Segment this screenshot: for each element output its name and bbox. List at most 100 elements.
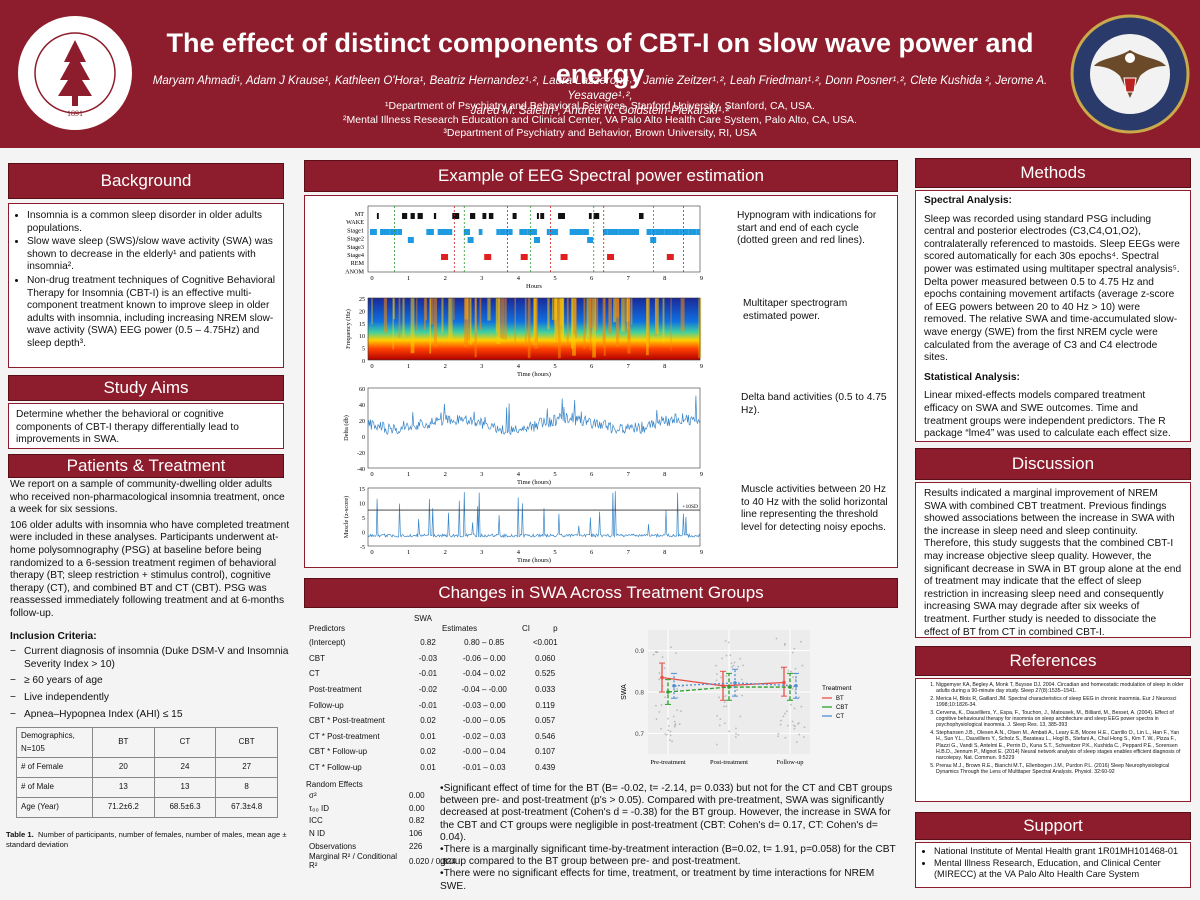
table-cell: 0.02: [420, 716, 436, 726]
raw-point: [801, 664, 804, 667]
raw-point: [734, 736, 737, 738]
table-cell: 71.2±6.2: [92, 797, 155, 819]
table-cell: -0.03 – 0.00: [462, 700, 506, 710]
table-cell: CBT * Post-treatment: [309, 716, 385, 726]
data-point: [721, 684, 725, 688]
authors-line-2: Jared M. Saletin³, Andrea N. Goldstein-P…: [470, 105, 730, 117]
spectrogram-streak: [410, 298, 415, 354]
x-tick-label: 6: [590, 549, 594, 556]
y-tick-label: 10: [359, 502, 365, 508]
raw-point: [723, 701, 726, 704]
x-tick-label: 4: [517, 363, 521, 370]
spectrogram-streak: [501, 298, 505, 339]
spectrogram-streak: [609, 298, 613, 334]
table-cell: 0.525: [535, 669, 556, 679]
spectrogram-streak: [662, 298, 665, 343]
table-cell: Marginal R² / Conditional R²: [309, 852, 398, 871]
spectrogram-streak: [616, 298, 620, 347]
table-cell: Observations: [309, 841, 357, 851]
x-tick-label: 8: [663, 471, 666, 478]
x-tick-label: 9: [700, 363, 703, 370]
table-cell: 13: [92, 777, 155, 799]
y-tick-label: 25: [359, 297, 365, 303]
raw-point: [673, 725, 676, 728]
table-cell: 67.3±4.8: [215, 797, 278, 819]
x-tick-label: 9: [700, 275, 703, 282]
x-tick-label: 5: [553, 363, 556, 370]
spectrogram-streak: [573, 298, 577, 335]
spectrogram-streak: [429, 298, 432, 354]
raw-point: [669, 739, 671, 742]
table-cell: 0.033: [535, 685, 556, 695]
table-cell: 20: [92, 757, 155, 779]
data-point: [727, 685, 731, 689]
caption-delta: Delta band activities (0.5 to 4.75 Hz).: [741, 392, 887, 416]
raw-point: [799, 640, 802, 643]
raw-point: [741, 694, 743, 697]
mixed-model-table: SWA Predictors Estimates CI p (Intercept…: [306, 614, 578, 870]
support-item: Mental Illness Research, Education, and …: [934, 858, 1184, 880]
raw-point: [784, 736, 787, 739]
affiliation-1: ¹Department of Psychiatry and Behavioral…: [385, 100, 815, 112]
table-caption: Table 1. Number of participants, number …: [6, 830, 287, 849]
raw-point: [655, 704, 657, 707]
raw-point: [739, 657, 742, 660]
delta-plot: 60 40 20 0 -20 -40 Delta (db) 0 1 2 3 4 5 6 7 8 9 Time (h…: [343, 387, 703, 486]
patients-intro: We report on a sample of community-dwell…: [10, 479, 285, 516]
x-tick-label: Follow-up: [776, 759, 803, 766]
hypnogram-stage-bar: [519, 229, 528, 235]
hypnogram-label: Stage4: [347, 252, 364, 259]
table-row: N ID 106: [306, 827, 476, 840]
hypnogram-wake-bar: [536, 213, 539, 219]
raw-point: [655, 718, 658, 720]
raw-point: [663, 667, 666, 670]
x-tick-label: 1: [407, 549, 410, 556]
y-tick-label: 0: [362, 435, 365, 441]
spectrogram-streak: [474, 298, 477, 358]
table-row: CBT * Follow-up 0.02 -0.00 – 0.04 0.107: [306, 744, 568, 760]
table-cell: Predictors: [309, 624, 346, 633]
raw-point: [673, 720, 676, 723]
raw-point: [798, 722, 800, 724]
spectrogram-streak: [466, 298, 471, 341]
spectral-heading: Spectral Analysis:: [924, 195, 1012, 206]
raw-point: [674, 723, 677, 726]
background-bullet: Non-drug treatment techniques of Cogniti…: [27, 275, 277, 351]
y-tick-label: 10: [359, 334, 365, 340]
y-tick-label: -40: [357, 467, 365, 473]
table-cell: p: [553, 624, 558, 633]
table-cell: # of Male: [16, 777, 93, 799]
x-tick-label: 7: [627, 471, 631, 478]
raw-point: [798, 733, 801, 736]
x-tick-label: 2: [444, 363, 447, 370]
hypnogram-label: Stage2: [347, 236, 364, 243]
spectrogram-streak: [469, 298, 472, 345]
raw-point: [787, 669, 790, 672]
x-tick-label: 4: [517, 471, 521, 478]
poster-header: [0, 0, 1200, 148]
spectrogram-streak: [425, 298, 428, 321]
spectrogram-streak: [655, 298, 659, 335]
y-tick-label: -5: [360, 545, 365, 551]
table-cell: -0.03: [418, 653, 438, 663]
support-heading: Support: [915, 812, 1191, 840]
raw-point: [667, 729, 670, 732]
raw-point: [793, 727, 796, 730]
raw-point: [802, 736, 805, 738]
raw-point: [785, 710, 788, 713]
table-cell: CBT: [309, 653, 325, 663]
raw-point: [672, 715, 675, 718]
hypnogram-stage-bar: [370, 229, 377, 235]
raw-point: [725, 654, 728, 657]
table-cell: 0.107: [535, 747, 556, 757]
table-cell: 0.01: [420, 763, 436, 773]
raw-point: [736, 689, 738, 691]
raw-point: [676, 709, 678, 712]
muscle-plot: +10SD 15 10 5 0 -5 Muscle (z-score) 0 1 2 3 4 5 6 7 8 9 T…: [343, 487, 703, 564]
hypnogram-stage-bar: [682, 229, 689, 235]
hypnogram-stage-bar: [618, 229, 630, 235]
table-cell: Post-treatment: [309, 685, 362, 695]
table-cell: CT: [309, 669, 320, 679]
spectrogram-streak: [574, 298, 577, 339]
table-row: # of Male 13 13 8: [16, 777, 278, 799]
